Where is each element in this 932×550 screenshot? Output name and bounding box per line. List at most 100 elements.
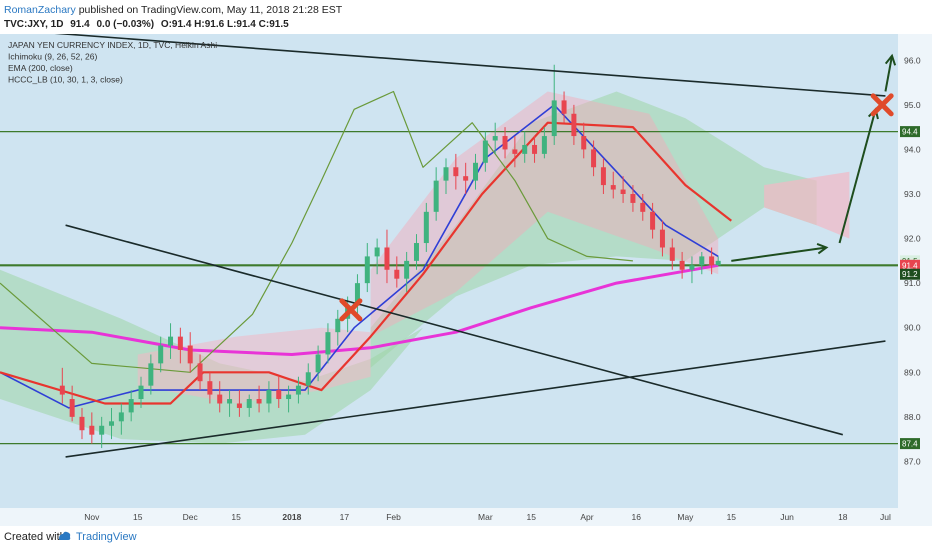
- candle-body[interactable]: [443, 167, 449, 181]
- tradingview-brand[interactable]: TradingView: [76, 531, 137, 543]
- x-marker-icon[interactable]: [339, 298, 363, 322]
- candle-body[interactable]: [709, 256, 715, 266]
- candle-body[interactable]: [512, 149, 518, 154]
- ichimoku-cloud-green: [0, 269, 423, 444]
- candle-body[interactable]: [158, 345, 164, 364]
- candle-body[interactable]: [591, 149, 597, 168]
- candle-body[interactable]: [177, 336, 183, 350]
- candle-body[interactable]: [610, 185, 616, 190]
- series-line-chikou: [0, 90, 633, 373]
- candle-body[interactable]: [541, 136, 547, 154]
- candle-body[interactable]: [630, 194, 636, 203]
- candle-body[interactable]: [404, 260, 410, 279]
- candle-body[interactable]: [433, 180, 439, 212]
- candle-body[interactable]: [217, 394, 223, 404]
- candle-body[interactable]: [335, 318, 341, 333]
- candle-body[interactable]: [197, 363, 203, 382]
- candle-body[interactable]: [561, 100, 567, 114]
- candle-body[interactable]: [473, 162, 479, 181]
- candle-body[interactable]: [413, 243, 419, 261]
- candle-body[interactable]: [650, 211, 656, 230]
- candle-body[interactable]: [276, 390, 282, 400]
- candle-body[interactable]: [532, 144, 538, 154]
- price-chart[interactable]: 87.0 88.0 89.0 90.0 91.0 92.0 93.0 94.0 95.0 96.0…: [0, 34, 932, 526]
- price-tag[interactable]: [900, 126, 920, 138]
- candle-body[interactable]: [679, 260, 685, 270]
- candle-body[interactable]: [600, 167, 606, 186]
- candle-body[interactable]: [148, 363, 154, 386]
- x-tick-label: 15: [727, 512, 737, 522]
- time-axis[interactable]: [0, 508, 898, 526]
- candle-body[interactable]: [69, 399, 75, 417]
- candle-body[interactable]: [325, 332, 331, 355]
- x-tick-label: 16: [631, 512, 641, 522]
- candle-body[interactable]: [453, 167, 459, 177]
- candle-body[interactable]: [620, 189, 626, 194]
- candle-body[interactable]: [89, 425, 95, 435]
- candle-body[interactable]: [59, 385, 65, 395]
- publish-line: RomanZachary published on TradingView.co…: [4, 4, 342, 16]
- candle-body[interactable]: [502, 136, 508, 150]
- candle-body[interactable]: [640, 202, 646, 212]
- candle-body[interactable]: [492, 136, 498, 141]
- candle-body[interactable]: [128, 399, 134, 413]
- x-tick-label: Jun: [780, 512, 794, 522]
- series-line-kijun: [0, 121, 732, 405]
- y-tick-label: 91.0: [904, 278, 921, 288]
- candle-body[interactable]: [669, 247, 675, 261]
- candle-body[interactable]: [79, 416, 85, 431]
- projection-arrow[interactable]: [884, 55, 893, 92]
- candle-body[interactable]: [109, 421, 114, 426]
- indicator-legend-item[interactable]: HCCC_LB (10, 30, 1, 3, close): [8, 75, 123, 85]
- ticker-line: TVC:JXY, 1D 91.4 0.0 (−0.03%) O:91.4 H:9…: [4, 19, 293, 30]
- candle-body[interactable]: [374, 247, 380, 257]
- price-tag[interactable]: [900, 259, 920, 271]
- candle-body[interactable]: [482, 140, 488, 163]
- candle-body[interactable]: [364, 256, 370, 284]
- candle-body[interactable]: [286, 394, 292, 400]
- tradingview-logo-icon: [59, 531, 71, 540]
- author-link[interactable]: RomanZachary: [4, 4, 76, 16]
- candle-body[interactable]: [187, 345, 193, 364]
- price-tag[interactable]: [900, 268, 920, 280]
- candle-body[interactable]: [99, 425, 105, 435]
- candle-body[interactable]: [423, 211, 429, 244]
- candle-body[interactable]: [266, 390, 272, 404]
- candle-body[interactable]: [227, 399, 233, 404]
- candle-body[interactable]: [236, 403, 242, 408]
- trend-line[interactable]: [0, 34, 886, 97]
- candle-body[interactable]: [168, 336, 174, 346]
- candle-body[interactable]: [463, 176, 469, 181]
- candle-body[interactable]: [699, 256, 705, 266]
- candle-body[interactable]: [581, 136, 587, 150]
- indicator-legend-item[interactable]: Ichimoku (9, 26, 52, 26): [8, 52, 97, 62]
- candle-body[interactable]: [354, 283, 360, 306]
- trend-line[interactable]: [65, 340, 886, 458]
- candle-body[interactable]: [207, 381, 213, 395]
- candle-body[interactable]: [689, 265, 695, 270]
- candle-body[interactable]: [659, 229, 665, 248]
- candle-body[interactable]: [295, 385, 301, 395]
- candle-body[interactable]: [315, 354, 321, 373]
- candle-body[interactable]: [246, 399, 252, 408]
- candle-body[interactable]: [551, 100, 557, 137]
- indicator-legend-item[interactable]: EMA (200, close): [8, 63, 73, 73]
- trend-line[interactable]: [65, 224, 844, 436]
- candle-body[interactable]: [384, 247, 390, 270]
- last-price: 91.4: [70, 19, 90, 30]
- candle-body[interactable]: [522, 144, 528, 154]
- projection-arrow[interactable]: [731, 246, 827, 262]
- ichimoku-cloud-green: [370, 91, 817, 368]
- projection-arrow[interactable]: [838, 109, 877, 244]
- candle-body[interactable]: [256, 399, 262, 404]
- candle-body[interactable]: [394, 269, 400, 279]
- candle-body[interactable]: [118, 412, 124, 422]
- ichimoku-cloud-red: [137, 327, 371, 404]
- symbol-label: TVC:JXY, 1D: [4, 19, 64, 30]
- x-marker-icon[interactable]: [870, 93, 894, 117]
- candle-body[interactable]: [715, 260, 721, 266]
- candle-body[interactable]: [571, 113, 577, 137]
- candle-body[interactable]: [138, 385, 144, 400]
- candle-body[interactable]: [305, 372, 311, 386]
- price-tag[interactable]: [900, 438, 920, 450]
